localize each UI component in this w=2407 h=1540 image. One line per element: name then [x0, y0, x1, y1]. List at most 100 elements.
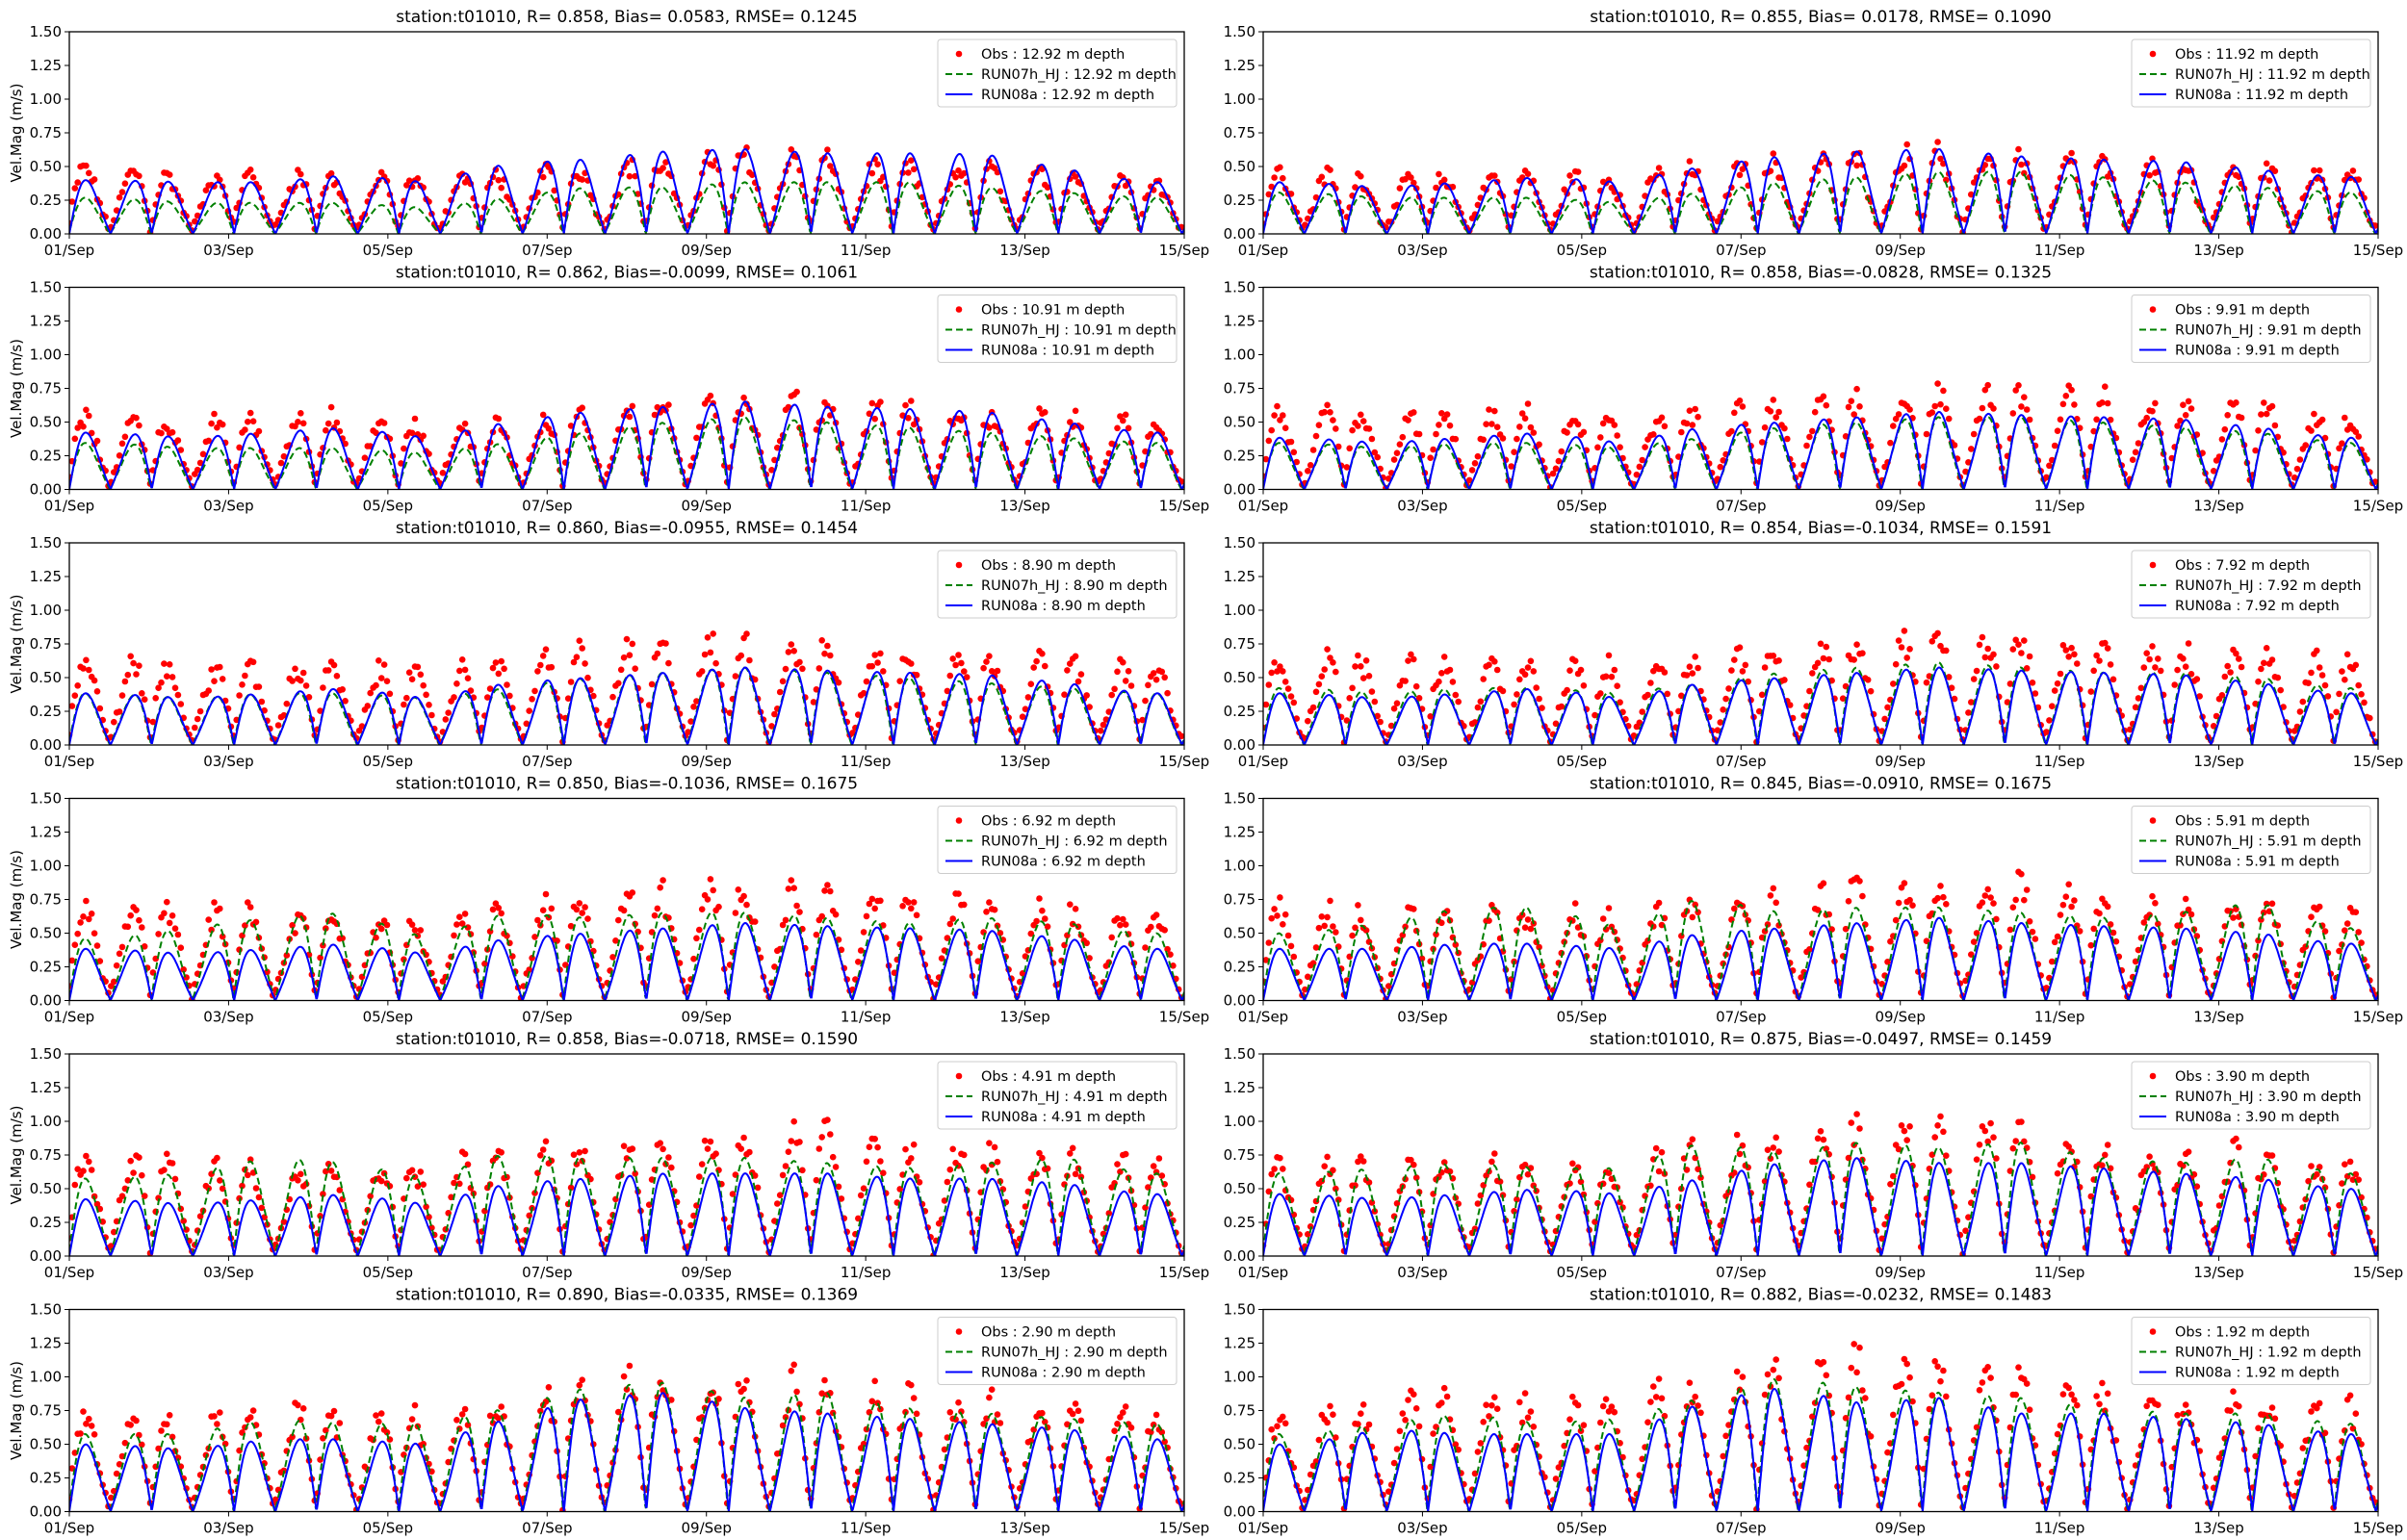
- obs-point: [551, 187, 557, 194]
- obs-point: [80, 913, 87, 920]
- obs-point: [495, 905, 503, 911]
- obs-point: [1411, 179, 1417, 187]
- obs-point: [1274, 668, 1281, 675]
- obs-point: [668, 1164, 675, 1171]
- obs-point: [2293, 465, 2301, 473]
- obs-point: [657, 1140, 663, 1146]
- obs-point: [133, 907, 140, 913]
- obs-point: [2268, 402, 2276, 410]
- obs-point: [2093, 416, 2100, 424]
- obs-point: [1814, 907, 1822, 913]
- plot-area: [69, 1116, 1184, 1256]
- obs-point: [738, 652, 744, 659]
- obs-point: [1036, 895, 1043, 902]
- obs-point: [1943, 647, 1950, 654]
- obs-point: [2352, 909, 2360, 915]
- obs-point: [1302, 1497, 1308, 1503]
- obs-point: [1150, 1163, 1157, 1169]
- obs-point: [938, 955, 945, 962]
- obs-point: [1265, 1188, 1273, 1195]
- obs-point: [913, 911, 920, 919]
- obs-point: [2268, 656, 2276, 663]
- obs-point: [660, 1387, 666, 1394]
- obs-point: [1305, 468, 1311, 475]
- obs-point: [1293, 458, 1300, 466]
- legend-label: RUN08a : 12.92 m depth: [981, 88, 1154, 103]
- obs-point: [1864, 677, 1872, 683]
- x-tick-label: 15/Sep: [2353, 1264, 2403, 1281]
- obs-point: [1496, 1178, 1504, 1185]
- obs-point: [2238, 414, 2245, 422]
- obs-point: [86, 169, 92, 177]
- obs-point: [320, 1435, 326, 1442]
- obs-point: [386, 690, 394, 698]
- obs-point: [779, 678, 787, 685]
- obs-point: [69, 957, 76, 964]
- obs-point: [1327, 167, 1333, 173]
- obs-point: [941, 1446, 948, 1453]
- obs-point: [2065, 1143, 2072, 1150]
- axes-frame: [68, 797, 1185, 1002]
- obs-point: [1895, 637, 1902, 644]
- obs-point: [377, 675, 385, 681]
- obs-point: [1906, 406, 1913, 413]
- obs-point: [933, 981, 940, 988]
- x-tick-label: 15/Sep: [1159, 1264, 1209, 1281]
- obs-point: [69, 703, 76, 709]
- obs-point: [1436, 422, 1442, 428]
- obs-point: [96, 705, 104, 712]
- y-tick-label: 1.25: [1224, 1079, 1255, 1096]
- obs-point: [615, 916, 622, 924]
- obs-point: [116, 193, 123, 201]
- obs-point: [980, 664, 987, 672]
- obs-point: [1493, 666, 1501, 674]
- obs-point: [1305, 973, 1311, 981]
- obs-point: [1145, 1184, 1152, 1191]
- obs-point: [217, 1177, 223, 1184]
- obs-point: [86, 1415, 92, 1423]
- x-tick-label: 11/Sep: [841, 242, 891, 259]
- x-tick-label: 11/Sep: [2034, 753, 2084, 770]
- obs-point: [83, 897, 90, 905]
- obs-point: [2215, 956, 2223, 962]
- obs-point: [1359, 1158, 1367, 1165]
- obs-point: [632, 665, 638, 672]
- obs-point: [2321, 681, 2329, 689]
- obs-point: [1330, 923, 1336, 930]
- obs-point: [2143, 650, 2150, 656]
- obs-point: [687, 718, 694, 725]
- obs-point: [1440, 654, 1448, 660]
- run07-line: [69, 1154, 1184, 1256]
- panel-title: station:t01010, R= 0.882, Bias=-0.0232, …: [1590, 1286, 2052, 1305]
- obs-point: [280, 1219, 288, 1225]
- x-tick-label: 05/Sep: [1557, 1520, 1607, 1537]
- obs-point: [161, 660, 168, 667]
- obs-point: [2215, 1202, 2223, 1209]
- obs-point: [171, 1175, 179, 1183]
- obs-point: [1650, 431, 1657, 438]
- obs-point: [214, 424, 220, 431]
- obs-point: [779, 1171, 787, 1179]
- obs-point: [980, 1421, 987, 1427]
- x-tick-label: 05/Sep: [1557, 1264, 1607, 1281]
- obs-point: [192, 724, 198, 732]
- obs-point: [1263, 957, 1270, 963]
- obs-point: [2230, 914, 2237, 921]
- x-tick-label: 09/Sep: [682, 1009, 732, 1026]
- obs-point: [1024, 694, 1032, 701]
- obs-point: [1605, 1169, 1613, 1176]
- obs-point: [219, 421, 226, 428]
- obs-point: [743, 1377, 750, 1384]
- obs-point: [289, 1433, 296, 1441]
- obs-point: [464, 675, 472, 681]
- obs-point: [1105, 1210, 1113, 1217]
- obs-point: [295, 419, 301, 425]
- obs-point: [2236, 1143, 2242, 1151]
- obs-point: [1800, 712, 1807, 719]
- obs-point: [1164, 689, 1171, 697]
- legend-obs-marker: [955, 306, 963, 313]
- obs-point: [910, 421, 918, 428]
- obs-point: [1770, 397, 1777, 403]
- obs-point: [445, 709, 453, 716]
- obs-point: [2068, 1148, 2075, 1155]
